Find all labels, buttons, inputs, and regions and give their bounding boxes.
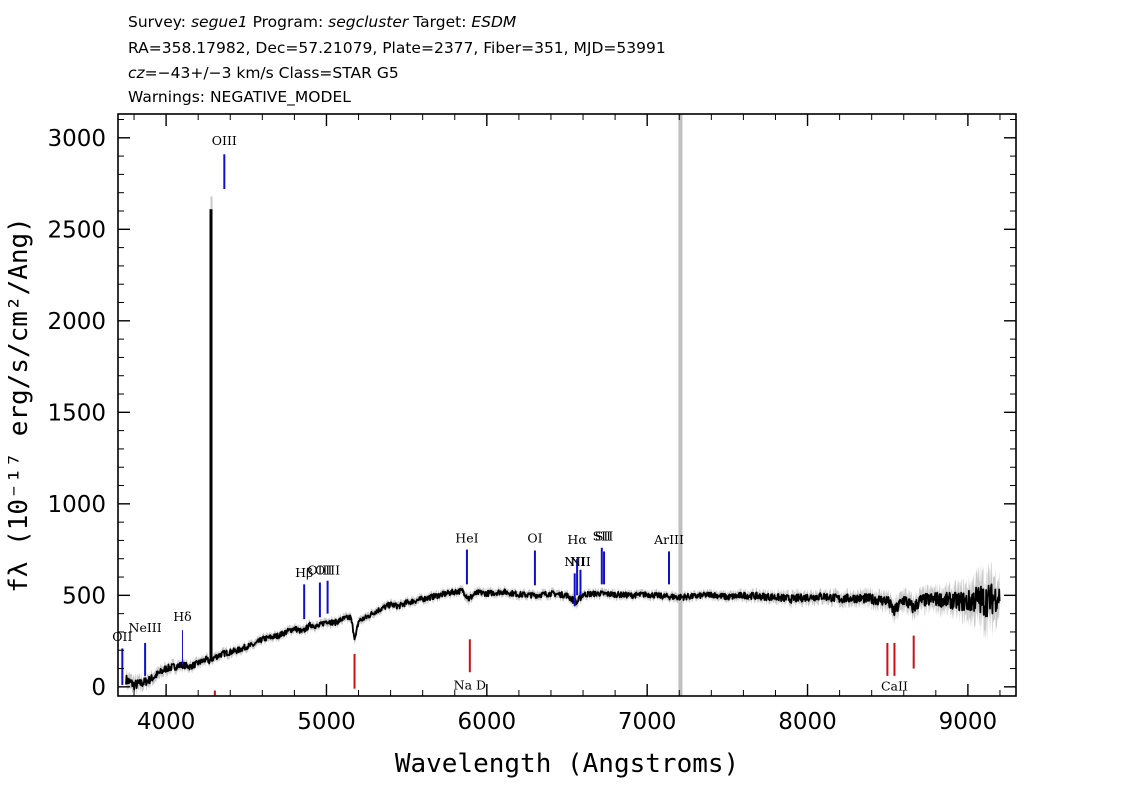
flux-error-band	[126, 560, 1000, 696]
emission-line-label: HeI	[455, 530, 478, 545]
emission-line-label: Hβ	[295, 565, 313, 580]
header-line-survey: Survey: segue1 Program: segcluster Targe…	[128, 13, 516, 31]
plot-frame	[117, 113, 1017, 697]
emission-line-label: OI	[527, 530, 542, 545]
x-tick-label: 9000	[939, 709, 998, 735]
y-tick-label: 2000	[47, 309, 106, 335]
emission-line-label: ArIII	[653, 532, 684, 547]
emission-line-label: NeIII	[129, 620, 162, 635]
y-tick-label: 2500	[47, 217, 106, 243]
y-tick-label: 3000	[47, 126, 106, 152]
absorption-line-label: CaII	[881, 679, 908, 694]
emission-line-label: Hα	[567, 532, 587, 547]
x-tick-label: 5000	[297, 709, 356, 735]
axis-ticks: 4000 5000 6000 7000 8000 9000 0 500 1000 1500 2000…	[47, 114, 1016, 735]
emission-line-label: Hδ	[173, 609, 191, 624]
emission-line-label: SII	[595, 528, 614, 543]
y-tick-label: 500	[62, 583, 106, 609]
emission-line-label: OIII	[315, 562, 340, 577]
masked-region-band	[678, 114, 683, 696]
absorption-line-label: Na D	[454, 678, 486, 693]
y-tick-label: 0	[91, 675, 106, 701]
emission-line-label: OIII	[212, 133, 237, 148]
emission-line-label: SII	[593, 528, 612, 543]
emission-line-label: NII	[570, 554, 591, 569]
emission-line-label: OIII	[307, 562, 332, 577]
x-tick-label: 8000	[778, 709, 837, 735]
masked-region	[678, 114, 683, 696]
spectrum-line-group	[125, 196, 1001, 691]
header-line-coordinates: RA=358.17982, Dec=57.21079, Plate=2377, …	[128, 39, 666, 57]
header-line-warnings: Warnings: NEGATIVE_MODEL	[128, 88, 351, 107]
x-tick-label: 6000	[458, 709, 517, 735]
header-line-redshift: cz=−43+/−3 km/s Class=STAR G5	[128, 64, 399, 82]
spectrum-line	[125, 583, 1001, 691]
emission-line-label: NII	[564, 554, 585, 569]
x-tick-label: 4000	[137, 709, 196, 735]
spectrum-header: Survey: segue1 Program: segcluster Targe…	[128, 13, 666, 107]
x-axis-label: Wavelength (Angstroms)	[395, 749, 739, 779]
y-tick-label: 1500	[47, 400, 106, 426]
y-tick-label: 1000	[47, 492, 106, 518]
y-axis-label: fλ (10⁻¹⁷ erg/s/cm²/Ang)	[4, 217, 34, 593]
x-tick-label: 7000	[618, 709, 677, 735]
error-band	[126, 560, 1000, 696]
